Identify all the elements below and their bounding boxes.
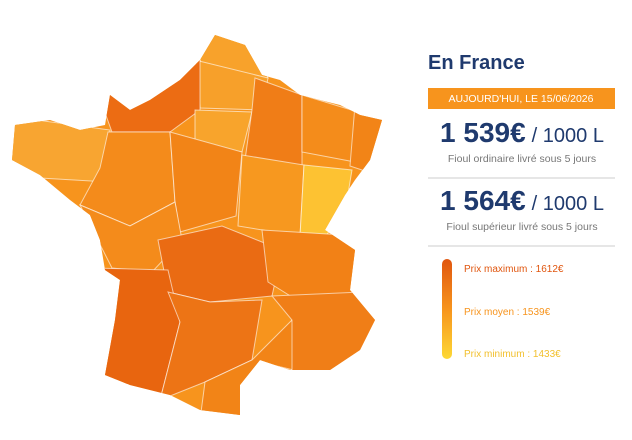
legend-label: Prix moyen : 1539€ [464,307,551,318]
price-label: Fioul ordinaire livré sous 5 jours [448,153,596,165]
price-line: 1 564€ / 1000 L [440,185,604,216]
region [199,318,303,415]
price-label: Fioul supérieur livré sous 5 jours [446,221,597,233]
region [299,164,353,243]
region [301,94,359,163]
region [349,104,382,173]
region [94,57,201,133]
date-badge-bg [428,88,615,109]
region [244,77,303,171]
legend-label: Prix minimum : 1433€ [464,349,561,360]
region [169,131,243,233]
price-unit: / 1000 L [532,193,604,215]
legend-label: Prix maximum : 1612€ [464,264,564,275]
price-unit: / 1000 L [532,125,604,147]
price: 1 564€ [440,185,526,216]
title: En France [428,52,525,74]
legend-gradient [442,259,452,359]
date-badge: AUJOURD'HUI, LE 15/06/2026 [449,93,594,105]
france-map [12,35,382,415]
price-line: 1 539€ / 1000 L [440,117,604,148]
region [237,154,305,237]
price: 1 539€ [440,117,526,148]
region [12,114,111,183]
